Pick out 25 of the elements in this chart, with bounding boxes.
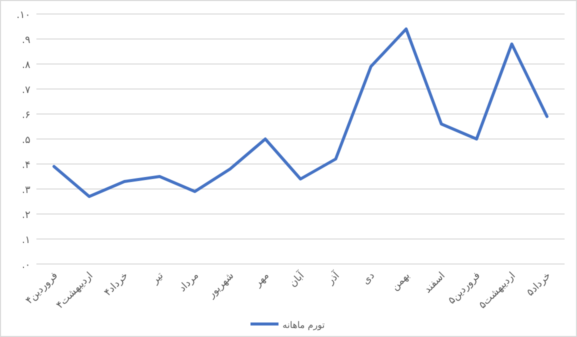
y-tick-label: ۴. bbox=[22, 160, 30, 171]
y-tick-label: ۰. bbox=[22, 260, 30, 271]
x-tick-label: آبان bbox=[286, 268, 308, 290]
y-tick-label: ۸. bbox=[22, 60, 32, 71]
y-tick-label: ۱. bbox=[22, 235, 30, 246]
y-tick-label: ۱۰. bbox=[16, 10, 30, 21]
x-tick-label: آذر bbox=[323, 268, 343, 288]
x-tick-label: اسفند bbox=[422, 270, 448, 296]
y-tick-label: ۷. bbox=[22, 85, 32, 96]
x-tick-label: خرداد۵ bbox=[524, 270, 554, 298]
y-tick-label: ۶. bbox=[22, 110, 30, 121]
x-tick-label: بهمن bbox=[390, 270, 412, 293]
x-tick-label: شهریور bbox=[206, 270, 236, 301]
y-tick-label: ۲. bbox=[22, 210, 30, 221]
y-tick-label: ۳. bbox=[22, 185, 32, 196]
x-tick-label: اردیبهشت۴ bbox=[54, 270, 96, 312]
x-tick-label: دی bbox=[360, 270, 378, 287]
y-tick-label: ۹. bbox=[22, 35, 30, 46]
x-tick-label: تیر bbox=[149, 270, 166, 287]
line-series bbox=[52, 28, 548, 198]
x-tick-label: مهر bbox=[252, 270, 272, 290]
x-tick-label: خرداد۴ bbox=[102, 270, 131, 298]
legend-label: تورم ماهانه bbox=[282, 321, 326, 331]
y-tick-label: ۵. bbox=[22, 135, 30, 146]
x-tick-label: مرداد bbox=[177, 270, 201, 294]
